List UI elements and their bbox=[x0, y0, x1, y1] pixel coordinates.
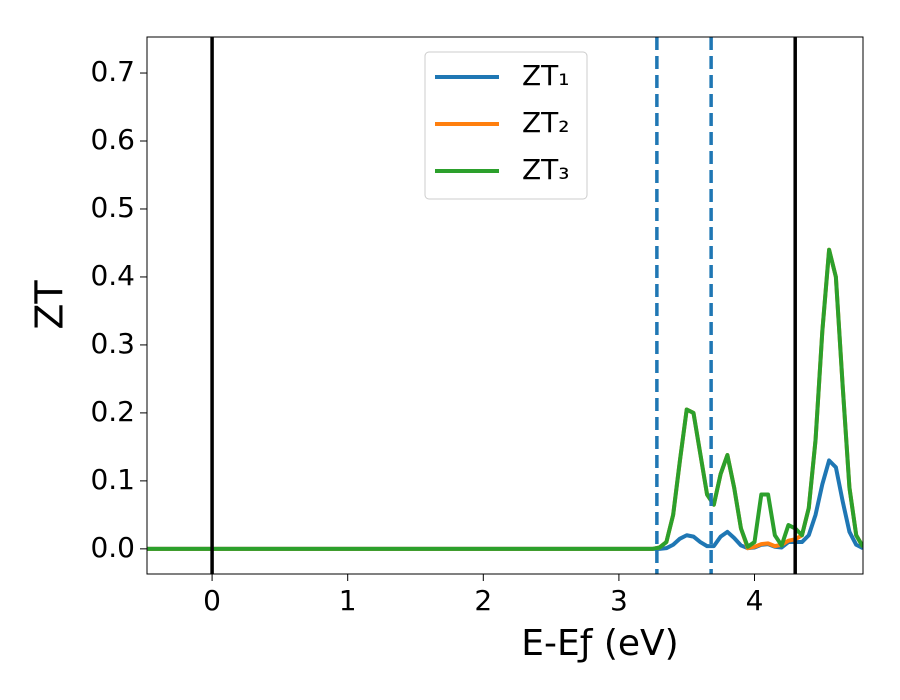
y-tick-label: 0.2 bbox=[90, 395, 135, 428]
x-tick-label: 0 bbox=[203, 584, 221, 617]
y-tick-label: 0.5 bbox=[90, 191, 135, 224]
y-axis-label: ZT bbox=[28, 280, 72, 330]
x-tick-label: 1 bbox=[339, 584, 357, 617]
y-tick-label: 0.0 bbox=[90, 531, 135, 564]
x-tick-label: 2 bbox=[474, 584, 492, 617]
y-tick-label: 0.7 bbox=[90, 55, 135, 88]
series-line bbox=[147, 247, 863, 551]
y-tick-label: 0.6 bbox=[90, 123, 135, 156]
x-tick-label: 4 bbox=[746, 584, 764, 617]
x-tick-label: 3 bbox=[610, 584, 628, 617]
legend-label: ZT₁ bbox=[522, 59, 570, 92]
x-axis-label: E-Eƒ (eV) bbox=[521, 623, 678, 664]
legend-label: ZT₃ bbox=[522, 153, 570, 186]
y-tick-label: 0.4 bbox=[90, 259, 135, 292]
legend-label: ZT₂ bbox=[522, 106, 570, 139]
legend-box bbox=[424, 51, 588, 200]
y-tick-label: 0.1 bbox=[90, 463, 135, 496]
y-tick-label: 0.3 bbox=[90, 327, 135, 360]
plot-frame bbox=[146, 36, 864, 575]
